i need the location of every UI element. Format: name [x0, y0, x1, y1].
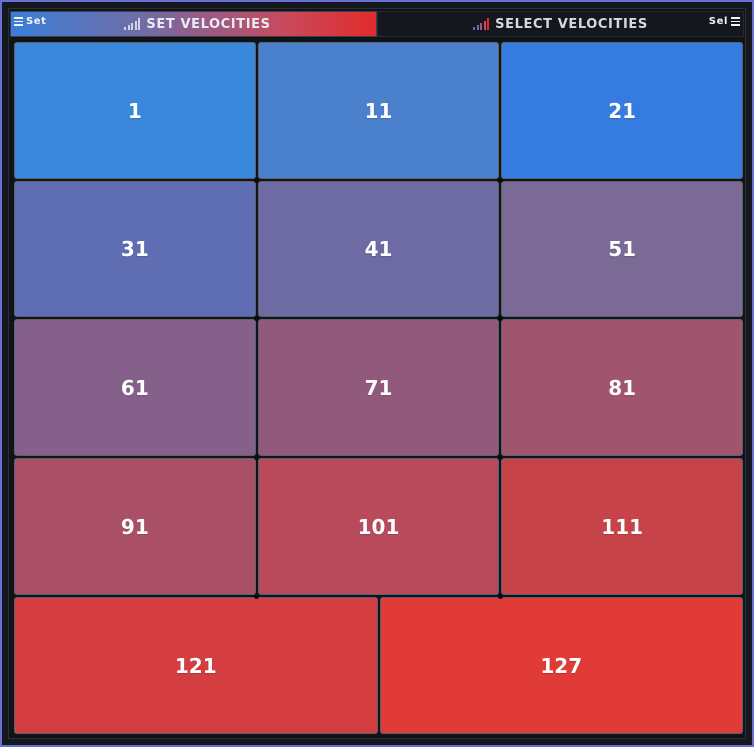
velocity-pad-121[interactable]: 121	[14, 597, 378, 734]
velocity-pad-61[interactable]: 61	[14, 319, 256, 456]
tab-select-velocities[interactable]: SELECT VELOCITIES Sel	[377, 11, 744, 37]
velocity-pad-41[interactable]: 41	[257, 181, 500, 317]
grid-joint-dot	[497, 454, 503, 460]
grid-joint-dot	[497, 315, 503, 321]
signal-bars-icon	[473, 18, 490, 30]
sel-menu-button[interactable]: Sel	[709, 16, 740, 27]
velocity-pad-127[interactable]: 127	[379, 597, 743, 734]
velocity-pad-101[interactable]: 101	[257, 458, 500, 595]
hamburger-icon	[14, 17, 23, 26]
sel-corner-label: Sel	[708, 16, 728, 27]
velocity-pad-11[interactable]: 11	[257, 42, 500, 179]
tab-select-label-group: SELECT VELOCITIES	[473, 17, 648, 32]
grid-joint-dot	[254, 315, 260, 321]
velocity-pad-81[interactable]: 81	[501, 319, 743, 456]
hamburger-icon	[731, 17, 740, 26]
velocity-pad-21[interactable]: 21	[501, 42, 743, 179]
grid-joint-dot	[254, 454, 260, 460]
grid-joint-dot	[254, 593, 260, 599]
velocity-pad-91[interactable]: 91	[14, 458, 256, 595]
signal-bars-icon	[124, 18, 141, 30]
velocity-pad-51[interactable]: 51	[501, 181, 743, 317]
velocity-pad-1[interactable]: 1	[14, 42, 256, 179]
tab-bar: Set SET VELOCITIES SELECT VELOCITIES Sel	[10, 11, 744, 37]
velocity-pad-111[interactable]: 111	[501, 458, 743, 595]
velocity-pad-31[interactable]: 31	[14, 181, 256, 317]
grid-joint-dot	[254, 177, 260, 183]
grid-joint-dot	[497, 177, 503, 183]
tab-set-label-group: SET VELOCITIES	[124, 17, 270, 32]
velocity-pad-71[interactable]: 71	[257, 319, 500, 456]
grid-joint-dot	[497, 593, 503, 599]
set-menu-button[interactable]: Set	[14, 16, 47, 27]
set-corner-label: Set	[26, 16, 47, 27]
tab-set-velocities[interactable]: Set SET VELOCITIES	[10, 11, 377, 37]
tab-set-label: SET VELOCITIES	[146, 16, 271, 32]
tab-select-label: SELECT VELOCITIES	[495, 16, 648, 32]
